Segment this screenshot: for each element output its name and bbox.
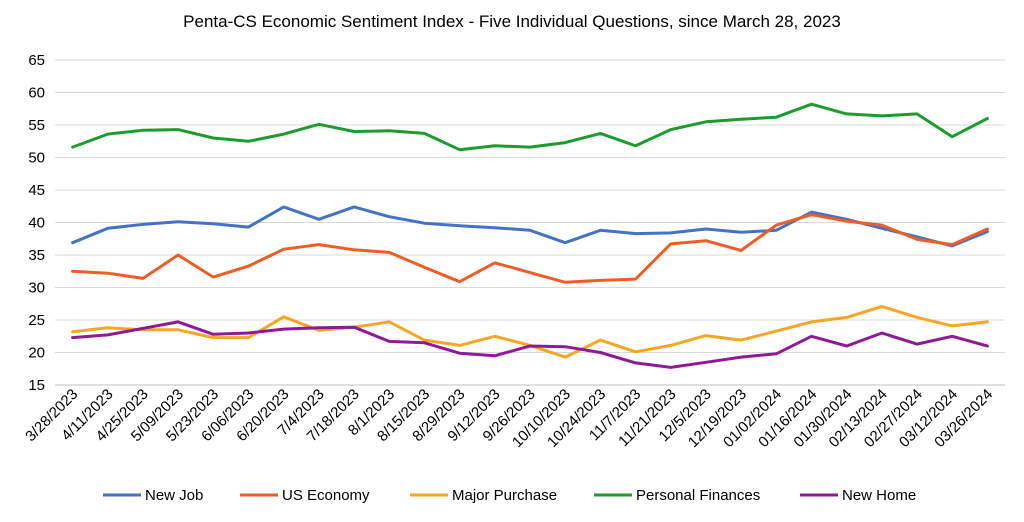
series-line (71, 102, 989, 152)
y-tick-label: 25 (28, 312, 45, 329)
legend-label: New Job (145, 487, 203, 504)
y-tick-label: 50 (28, 150, 45, 167)
series-line (71, 213, 989, 284)
y-tick-label: 45 (28, 182, 45, 199)
y-tick-label: 20 (28, 345, 45, 362)
y-tick-label: 15 (28, 377, 45, 394)
legend-label: US Economy (282, 487, 370, 504)
legend-label: Personal Finances (636, 487, 760, 504)
y-tick-label: 60 (28, 85, 45, 102)
y-tick-label: 65 (28, 52, 45, 69)
series-line (71, 320, 989, 369)
series-line (71, 205, 989, 248)
legend-label: New Home (842, 487, 916, 504)
legend-label: Major Purchase (452, 487, 557, 504)
y-tick-label: 40 (28, 215, 45, 232)
y-tick-label: 35 (28, 247, 45, 264)
y-tick-label: 55 (28, 117, 45, 134)
y-tick-label: 30 (28, 280, 45, 297)
chart-title: Penta-CS Economic Sentiment Index - Five… (183, 12, 841, 31)
